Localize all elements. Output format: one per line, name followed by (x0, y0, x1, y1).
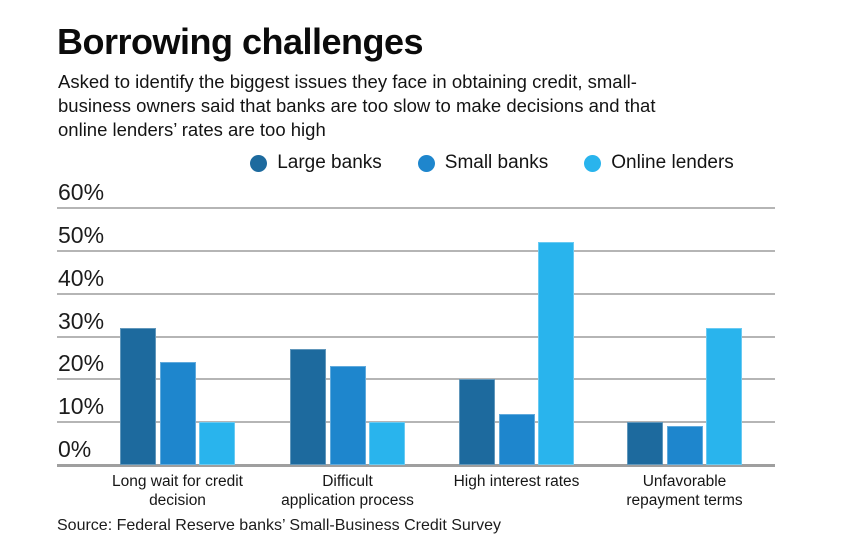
bar-online-lenders (706, 327, 742, 465)
legend-item-online-lenders: Online lenders (584, 152, 734, 174)
gridline (57, 207, 775, 209)
legend-dot-icon (417, 154, 435, 172)
bar-large-banks (120, 327, 156, 465)
legend-label: Online lenders (611, 152, 734, 173)
gridline (57, 292, 775, 295)
legend-dot-icon (250, 154, 268, 172)
chart-subtitle: Asked to identify the biggest issues the… (58, 71, 656, 140)
gridline (57, 335, 775, 338)
bar-small-banks (329, 366, 366, 465)
bar-online-lenders (199, 422, 235, 465)
legend-item-large-banks: Large banks (250, 152, 382, 174)
bar-large-banks (290, 349, 326, 465)
bar-small-banks (159, 362, 196, 465)
x-axis-line (57, 464, 775, 467)
y-tick-label: 10% (58, 393, 105, 420)
gridline (57, 378, 775, 381)
y-tick-label: 40% (58, 264, 105, 291)
gridline (57, 249, 775, 252)
x-category-label: High interest rates (453, 473, 580, 490)
y-tick-label: 30% (58, 307, 105, 334)
legend-item-small-banks: Small banks (417, 152, 549, 174)
x-category-label: Difficult application process (281, 473, 414, 509)
legend-dot-icon (584, 154, 602, 172)
chart-legend: Large banks Small banks Online lenders (0, 152, 844, 174)
x-category-label: Unfavorable repayment terms (626, 473, 743, 509)
bar-small-banks (498, 413, 535, 465)
y-tick-label: 20% (58, 350, 105, 377)
legend-label: Small banks (444, 152, 549, 173)
x-category-label: Long wait for credit decision (112, 473, 243, 509)
gridline (57, 421, 775, 424)
y-tick-label: 50% (58, 221, 105, 248)
bar-small-banks (666, 426, 703, 465)
chart-title: Borrowing challenges (57, 21, 424, 62)
bar-large-banks (459, 379, 495, 465)
bar-online-lenders (369, 422, 405, 465)
y-tick-label: 0% (58, 436, 92, 462)
source-note: Source: Federal Reserve banks’ Small-Bus… (57, 517, 502, 534)
y-tick-label: 60% (58, 179, 105, 205)
bar-online-lenders (538, 242, 574, 465)
bar-large-banks (627, 422, 663, 465)
legend-label: Large banks (277, 152, 382, 173)
